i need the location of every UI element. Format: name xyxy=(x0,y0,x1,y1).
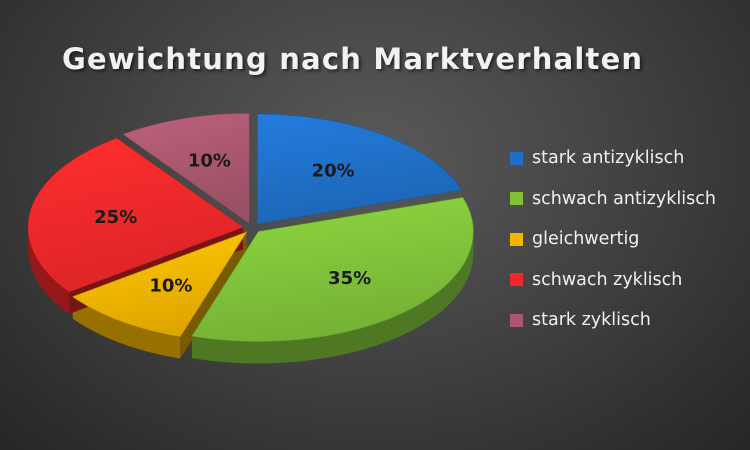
legend-swatch xyxy=(510,313,523,327)
legend-item: gleichwertig xyxy=(510,219,716,260)
pie-data-label-1: 20% xyxy=(312,161,355,182)
pie-data-label-3: 10% xyxy=(149,275,192,296)
legend-swatch xyxy=(510,232,523,246)
pie-data-label-4: 25% xyxy=(94,207,137,228)
legend-item: stark zyklisch xyxy=(510,300,716,341)
legend-swatch xyxy=(510,151,523,165)
pie-data-label-5: 10% xyxy=(188,151,231,172)
chart-title: Gewichtung nach Marktverhalten xyxy=(62,42,644,76)
legend-item: schwach antizyklisch xyxy=(510,179,716,220)
legend-item: stark antizyklisch xyxy=(510,138,716,179)
legend-label: stark zyklisch xyxy=(532,310,651,331)
legend-item: schwach zyklisch xyxy=(510,260,716,301)
pie-slice-1 xyxy=(256,113,463,225)
pie-slice-3 xyxy=(72,231,248,337)
pie-slice-side-4 xyxy=(28,227,70,314)
pie-slice-4 xyxy=(27,137,244,293)
pie-slice-2 xyxy=(191,197,474,342)
legend-swatch xyxy=(510,192,523,206)
pie-data-label-2: 35% xyxy=(328,268,371,289)
legend-label: stark antizyklisch xyxy=(532,148,685,169)
pie-slice-side-2 xyxy=(191,231,474,364)
pie-slice-side-3 xyxy=(72,296,181,359)
chart-legend: stark antizyklisch schwach antizyklisch gl… xyxy=(510,138,716,341)
pie-slice-cut-3 xyxy=(180,232,247,359)
pie-slice-5 xyxy=(122,112,250,224)
legend-label: schwach zyklisch xyxy=(532,269,683,290)
legend-label: gleichwertig xyxy=(532,229,640,250)
legend-swatch xyxy=(510,273,523,287)
legend-label: schwach antizyklisch xyxy=(532,188,716,209)
